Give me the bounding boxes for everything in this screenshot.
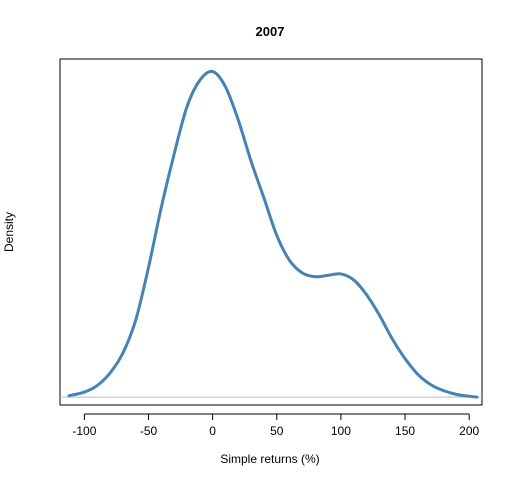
x-tick-label: -50 <box>140 424 158 438</box>
x-tick-label: 0 <box>209 424 216 438</box>
chart-title: 2007 <box>256 24 285 39</box>
x-tick-label: 50 <box>270 424 284 438</box>
density-line <box>67 69 479 399</box>
x-tick-label: 150 <box>395 424 415 438</box>
x-tick-label: 100 <box>331 424 351 438</box>
plot-frame <box>59 58 483 406</box>
x-axis-ticks: -100 -50 0 50 100 150 200 <box>72 414 480 438</box>
x-axis-label: Simple returns (%) <box>220 452 319 466</box>
x-tick-label: -100 <box>72 424 96 438</box>
y-axis-label: Density <box>2 212 16 252</box>
x-tick-label: 200 <box>459 424 479 438</box>
